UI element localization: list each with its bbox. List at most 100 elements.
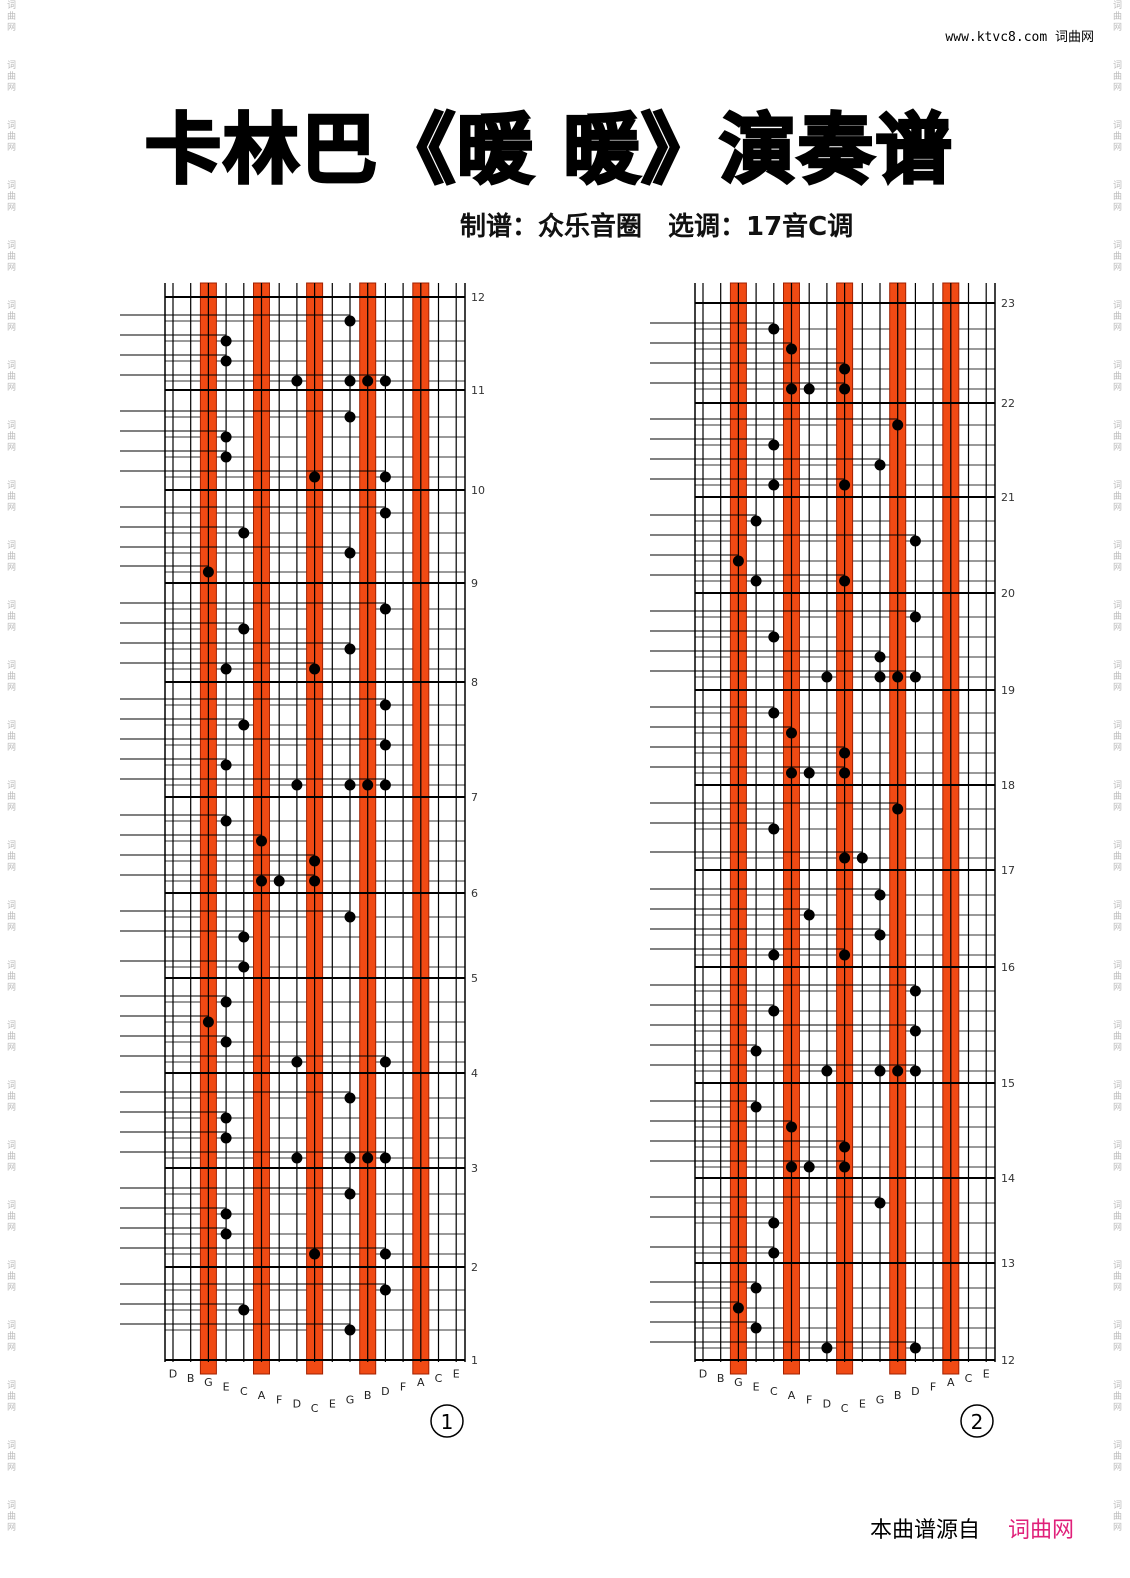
note xyxy=(803,909,815,921)
measure-number: 3 xyxy=(471,1162,478,1175)
note xyxy=(238,719,250,731)
note xyxy=(309,875,321,887)
note xyxy=(839,363,851,375)
note xyxy=(768,1005,780,1017)
note xyxy=(750,1282,762,1294)
key-label: E xyxy=(453,1368,460,1381)
note xyxy=(220,335,232,347)
watermark: 词曲网 xyxy=(5,1500,15,1533)
watermark: 词曲网 xyxy=(1111,300,1121,333)
key-label: C xyxy=(770,1385,778,1398)
watermark: 词曲网 xyxy=(1111,900,1121,933)
panel-number: 2 xyxy=(971,1410,984,1434)
measure-number: 13 xyxy=(1001,1257,1015,1270)
watermark: 词曲网 xyxy=(5,180,15,213)
note xyxy=(750,575,762,587)
note xyxy=(309,471,321,483)
key-label: A xyxy=(947,1376,955,1389)
note xyxy=(768,439,780,451)
measure-number: 1 xyxy=(471,1354,478,1367)
watermark: 词曲网 xyxy=(1111,540,1121,573)
note xyxy=(220,1036,232,1048)
watermark: 词曲网 xyxy=(5,480,15,513)
note xyxy=(309,1248,321,1260)
note xyxy=(344,315,356,327)
measure-number: 22 xyxy=(1001,397,1015,410)
note xyxy=(379,507,391,519)
note xyxy=(379,779,391,791)
note xyxy=(909,611,921,623)
key-label: D xyxy=(823,1398,831,1411)
measure-number: 23 xyxy=(1001,297,1015,310)
watermark: 词曲网 xyxy=(1111,1200,1121,1233)
panel-circle xyxy=(960,1404,994,1438)
note xyxy=(874,889,886,901)
key-label: F xyxy=(930,1381,936,1394)
note xyxy=(821,1065,833,1077)
watermark: 词曲网 xyxy=(5,1440,15,1473)
note xyxy=(803,383,815,395)
note xyxy=(874,929,886,941)
note xyxy=(839,383,851,395)
note xyxy=(768,707,780,719)
key-label: C xyxy=(841,1402,849,1415)
note xyxy=(344,779,356,791)
note xyxy=(874,459,886,471)
watermark: 词曲网 xyxy=(1111,1020,1121,1053)
note xyxy=(379,603,391,615)
watermark: 词曲网 xyxy=(1111,120,1121,153)
note xyxy=(273,875,285,887)
measure-number: 8 xyxy=(471,676,478,689)
note xyxy=(309,855,321,867)
note xyxy=(344,547,356,559)
note xyxy=(786,767,797,779)
watermark: 词曲网 xyxy=(1111,480,1121,513)
measure-number: 12 xyxy=(1001,1354,1015,1367)
note xyxy=(839,479,851,491)
watermark: 词曲网 xyxy=(1111,1140,1121,1173)
note xyxy=(220,663,232,675)
key-label: C xyxy=(435,1372,443,1385)
watermark: 词曲网 xyxy=(5,660,15,693)
note xyxy=(344,411,356,423)
watermark: 词曲网 xyxy=(1111,1500,1121,1533)
measure-number: 11 xyxy=(471,384,485,397)
watermark: 词曲网 xyxy=(1111,1260,1121,1293)
note xyxy=(291,375,303,387)
watermark: 词曲网 xyxy=(1111,660,1121,693)
measure-number: 9 xyxy=(471,577,478,590)
note xyxy=(379,739,391,751)
watermark: 词曲网 xyxy=(5,960,15,993)
note xyxy=(238,961,250,973)
note xyxy=(786,1161,797,1173)
key-label: D xyxy=(169,1368,177,1381)
note xyxy=(238,1304,250,1316)
note xyxy=(839,575,851,587)
subtitle: 制谱：众乐音圈 选调：17音C调 xyxy=(460,212,854,242)
measure-number: 10 xyxy=(471,484,485,497)
watermark: 词曲网 xyxy=(5,1200,15,1233)
note xyxy=(379,1056,391,1068)
note xyxy=(220,1132,232,1144)
watermark: 词曲网 xyxy=(5,540,15,573)
note xyxy=(220,1228,232,1240)
note xyxy=(803,1161,815,1173)
note xyxy=(344,375,356,387)
note xyxy=(768,949,780,961)
note xyxy=(768,823,780,835)
measure-number: 20 xyxy=(1001,587,1015,600)
note xyxy=(821,671,833,683)
watermark: 词曲网 xyxy=(5,900,15,933)
note xyxy=(909,535,921,547)
note xyxy=(220,1112,232,1124)
key-label: B xyxy=(187,1372,195,1385)
note xyxy=(291,1152,303,1164)
note xyxy=(786,1121,797,1133)
key-label: F xyxy=(806,1393,812,1406)
note xyxy=(750,1045,762,1057)
note xyxy=(821,1342,833,1354)
key-label: G xyxy=(876,1393,885,1406)
note xyxy=(344,1092,356,1104)
watermark: 词曲网 xyxy=(5,1320,15,1353)
